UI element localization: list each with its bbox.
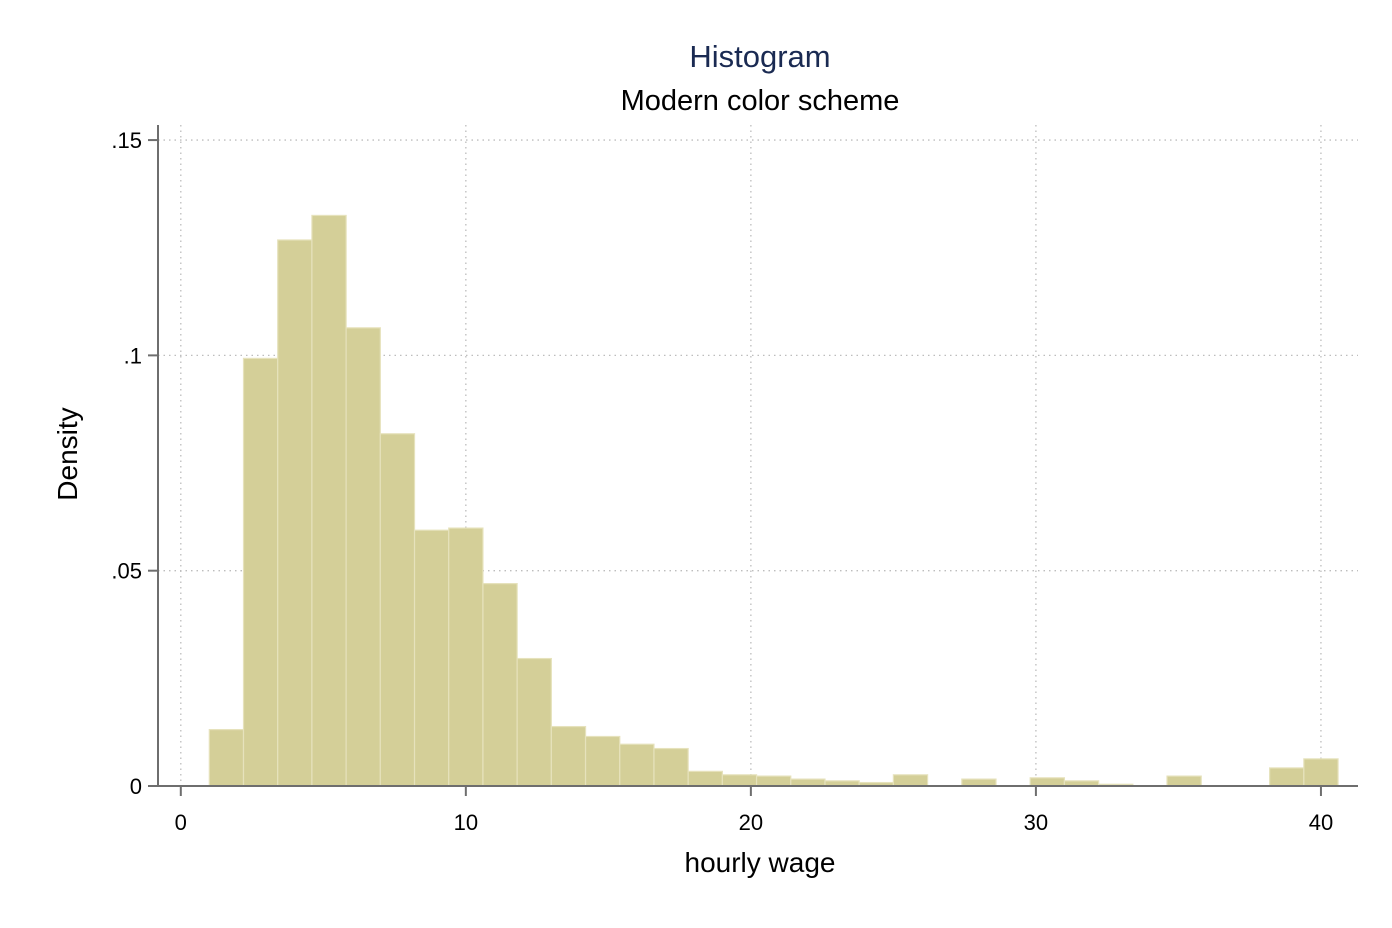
y-axis-ticks: 0 .05 .1 .15 <box>111 128 158 799</box>
chart-title: Histogram <box>689 39 830 74</box>
histogram-bar-7 <box>448 527 484 787</box>
grid-lines <box>158 125 1358 786</box>
histogram-bar-24 <box>1029 777 1066 787</box>
x-tick-label-3: 30 <box>1024 810 1048 835</box>
histogram-bar-28 <box>1166 775 1202 787</box>
histogram-bar-5 <box>379 433 416 787</box>
y-tick-label-0: 0 <box>130 774 142 799</box>
histogram-bar-13 <box>653 747 689 787</box>
x-tick-label-0: 0 <box>175 810 187 835</box>
x-tick-label-4: 40 <box>1309 810 1333 835</box>
histogram-bar-0 <box>208 728 245 787</box>
histogram-bar-17 <box>790 778 826 787</box>
histogram-bar-31 <box>1269 767 1305 787</box>
histogram-bars <box>208 214 1339 787</box>
histogram-bar-9 <box>516 657 552 787</box>
y-tick-label-3: .15 <box>111 128 142 153</box>
y-tick-label-1: .05 <box>111 559 142 584</box>
y-tick-label-2: .1 <box>124 343 142 368</box>
histogram-bar-20 <box>892 774 929 787</box>
histogram-bar-16 <box>755 775 792 787</box>
histogram-bar-8 <box>482 583 518 787</box>
histogram-bar-14 <box>687 770 723 787</box>
x-tick-label-2: 20 <box>739 810 763 835</box>
histogram-bar-4 <box>345 327 381 787</box>
histogram-bar-10 <box>550 725 587 787</box>
histogram-bar-6 <box>413 529 450 787</box>
histogram-bar-15 <box>721 774 758 787</box>
histogram-bar-3 <box>311 214 347 787</box>
histogram-bar-12 <box>619 743 655 787</box>
x-axis-ticks: 0 10 20 30 40 <box>175 786 1333 835</box>
chart-subtitle: Modern color scheme <box>621 85 900 117</box>
x-tick-label-1: 10 <box>454 810 478 835</box>
x-axis-label: hourly wage <box>685 847 836 878</box>
histogram-bar-11 <box>584 735 621 787</box>
histogram-bar-1 <box>242 357 279 787</box>
histogram-bar-22 <box>961 778 997 787</box>
histogram-bar-32 <box>1303 758 1339 787</box>
y-axis-label: Density <box>52 407 83 500</box>
histogram-bar-2 <box>277 239 313 787</box>
